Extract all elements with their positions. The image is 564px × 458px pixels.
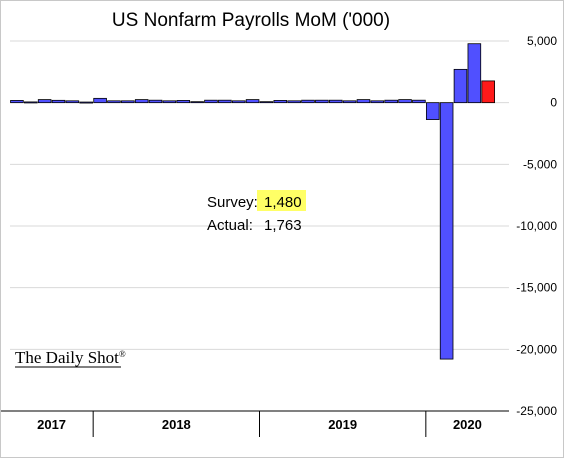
bar <box>259 101 274 104</box>
year-label: 2019 <box>328 417 357 432</box>
y-tick-label: -25,000 <box>516 404 557 418</box>
bar <box>10 100 24 104</box>
y-tick-label: 0 <box>550 96 557 110</box>
bar <box>204 99 218 104</box>
brand-mark: ® <box>119 349 126 359</box>
y-axis: 5,000 0 -5,000 -10,000 -15,000 -20,000 -25,000 <box>516 34 557 418</box>
x-axis: 2017 2018 2019 2020 <box>1 410 509 437</box>
brand-logo: The Daily Shot® <box>15 348 126 367</box>
chart-title: US Nonfarm Payrolls MoM ('000) <box>112 10 390 31</box>
y-tick-label: -15,000 <box>516 281 557 295</box>
y-tick-label: 5,000 <box>527 34 557 48</box>
y-tick-label: -10,000 <box>516 219 557 233</box>
survey-label: Survey: <box>207 194 258 211</box>
bar <box>370 100 385 104</box>
bar <box>328 99 343 104</box>
bar <box>176 100 191 104</box>
actual-label: Actual: <box>207 217 253 234</box>
bar <box>425 102 440 120</box>
bar <box>162 100 177 104</box>
bar <box>107 100 121 104</box>
bar <box>412 99 426 104</box>
bar <box>398 99 412 104</box>
bar <box>356 99 371 104</box>
brand-name: The Daily Shot <box>15 348 119 367</box>
year-label: 2017 <box>37 417 66 432</box>
y-tick-label: -5,000 <box>523 157 557 171</box>
grid <box>10 40 509 350</box>
bar <box>301 99 315 104</box>
bar <box>121 100 135 104</box>
bar <box>287 100 301 104</box>
bar <box>467 43 482 104</box>
survey-highlight <box>257 190 306 211</box>
bar <box>245 99 260 104</box>
bar <box>384 99 398 104</box>
bar <box>315 99 329 104</box>
bar <box>93 97 107 104</box>
bar <box>453 68 468 104</box>
y-tick-label: -20,000 <box>516 342 557 356</box>
bar <box>273 100 288 104</box>
bar <box>190 101 204 104</box>
bar <box>481 80 495 104</box>
bars <box>10 43 495 360</box>
year-label: 2020 <box>453 417 482 432</box>
bar <box>134 99 149 104</box>
year-label: 2018 <box>162 417 191 432</box>
actual-value: 1,763 <box>264 217 302 234</box>
bar <box>37 99 52 104</box>
bar <box>148 99 163 104</box>
bar <box>24 101 38 104</box>
bar <box>79 101 94 104</box>
bar <box>65 100 80 104</box>
bar <box>231 100 246 104</box>
bar <box>439 102 454 360</box>
bar <box>51 99 66 104</box>
bar <box>342 100 357 104</box>
bar <box>218 99 232 104</box>
survey-value: 1,480 <box>264 194 302 211</box>
